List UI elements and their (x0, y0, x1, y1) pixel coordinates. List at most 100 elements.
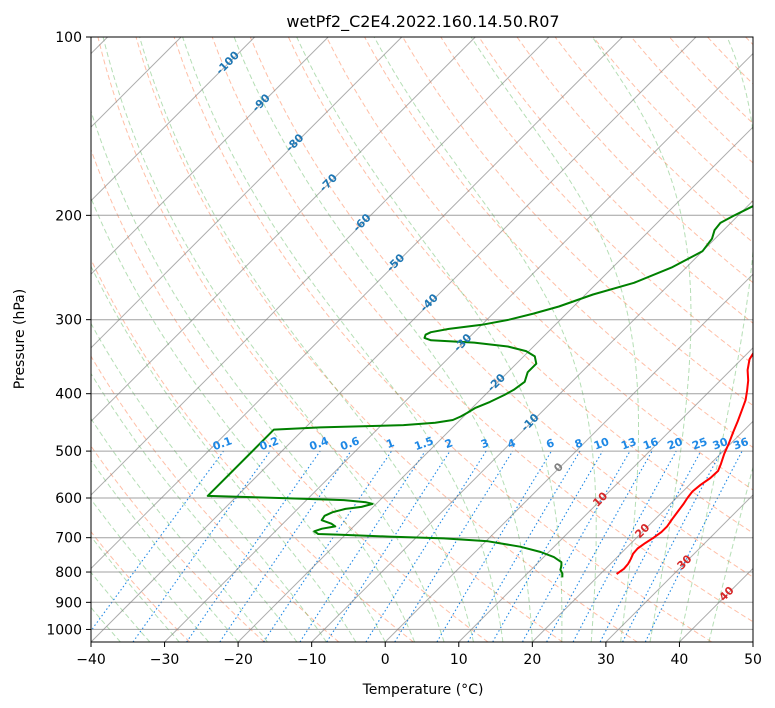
isotherm-line (91, 37, 256, 202)
mixing-ratio-line (436, 450, 552, 642)
y-tick-label: 300 (55, 313, 82, 329)
x-tick-label: 20 (523, 652, 541, 668)
mixing-ratio-label: 3 (479, 436, 491, 451)
plot-frame (90, 36, 754, 643)
y-tick-label: 500 (55, 444, 82, 460)
moist-adiabat-line (91, 322, 327, 642)
mixing-ratio-label: 8 (573, 436, 585, 451)
y-tick-label: 1000 (46, 622, 82, 638)
isotherm-line (91, 37, 623, 570)
isotherm-line (91, 37, 697, 642)
mixing-ratio-label: 4 (506, 436, 518, 451)
mixing-ratio-line (467, 450, 581, 642)
moist-adiabat-line (470, 37, 639, 642)
mixing-ratio-label: 30 (711, 435, 730, 453)
mixing-ratio-label: 1.5 (413, 434, 436, 453)
moist-adiabat-line (182, 37, 504, 642)
mixing-ratio-label: 16 (641, 435, 660, 453)
x-tick-label: 50 (744, 652, 762, 668)
moist-adiabat-line (708, 465, 753, 642)
mixing-ratio-line (326, 450, 451, 642)
moist-adiabat-line (91, 417, 268, 642)
chart-title: wetPf2_C2E4.2022.160.14.50.R07 (286, 12, 559, 32)
dry-adiabat-line (91, 355, 340, 642)
isotherm-line (91, 37, 476, 423)
mixing-ratio-line (492, 450, 604, 642)
plot-background-lines (91, 37, 753, 642)
dry-adiabat-line (91, 258, 414, 642)
moist-adiabat-line (102, 37, 445, 642)
mixing-ratio-line (394, 450, 514, 642)
mixing-ratio-label: 10 (592, 435, 611, 453)
x-tick-label: −30 (150, 652, 180, 668)
x-axis-label: Temperature (°C) (362, 682, 484, 698)
temperature-profile-line (616, 351, 753, 575)
isotherm-line (237, 126, 753, 642)
moist-adiabat-line (373, 37, 597, 642)
dry-adiabat-line (97, 37, 563, 642)
mixing-ratio-label: 20 (666, 435, 685, 453)
x-tick-label: −10 (297, 652, 327, 668)
isotherm-line (531, 420, 753, 642)
mixing-ratio-label: 36 (731, 435, 750, 453)
moist-adiabat-line (591, 37, 692, 642)
dry-adiabat-line (440, 37, 753, 365)
mixing-ratio-label: 1 (384, 436, 396, 451)
y-axis-label: Pressure (hPa) (12, 289, 28, 389)
isotherm-line (91, 37, 550, 496)
dry-adiabat-line (249, 37, 753, 578)
isotherm-line (605, 494, 753, 642)
x-tick-label: 0 (381, 652, 390, 668)
moist-adiabat-line (296, 37, 563, 642)
profile-lines (206, 205, 753, 578)
dry-adiabat-line (326, 37, 753, 491)
dry-adiabat-line (592, 37, 753, 204)
mixing-ratio-line (522, 450, 631, 642)
moist-adiabat-line (678, 37, 753, 642)
mixing-ratio-line (219, 450, 352, 642)
dewpoint-profile-line (206, 205, 753, 578)
dry-adiabat-line (402, 37, 753, 407)
mixing-ratio-label: 0.4 (308, 434, 331, 453)
mixing-ratio-label: 0.6 (338, 434, 361, 453)
dry-adiabat-line (211, 37, 753, 623)
mixing-ratio-label: 2 (443, 436, 455, 451)
mixing-ratio-label: 6 (544, 436, 556, 451)
y-tick-label: 800 (55, 565, 82, 581)
isotherm-line (311, 199, 753, 642)
moist-adiabat-line (139, 37, 474, 642)
y-tick-label: 700 (55, 531, 82, 547)
moist-adiabat-line (91, 372, 298, 642)
mixing-ratio-line (186, 450, 321, 642)
dry-adiabat-line (173, 37, 713, 642)
y-tick-label: 900 (55, 595, 82, 611)
x-tick-label: 40 (671, 652, 689, 668)
y-tick-label: 400 (55, 387, 82, 403)
dry-adiabat-line (91, 530, 191, 642)
dry-adiabat-line (516, 37, 753, 284)
moist-adiabat-line (91, 459, 239, 642)
dry-adiabat-line (287, 37, 753, 534)
dry-adiabat-line (91, 148, 489, 642)
mixing-ratio-line (572, 450, 677, 642)
mixing-ratio-label: 0.2 (258, 434, 281, 453)
axes: −40 −30 −20 −10 0 10 20 30 40 5010020030040050060… (46, 30, 762, 668)
mixing-ratio-label: 25 (690, 435, 709, 452)
x-tick-label: −40 (76, 652, 106, 668)
y-tick-label: 200 (55, 208, 82, 224)
isotherm-line (458, 347, 753, 642)
isotherm-line (91, 37, 403, 349)
isotherm-line (91, 37, 329, 275)
dry-adiabat-line (478, 37, 753, 324)
moist-adiabat-line (233, 37, 533, 642)
x-tick-label: 10 (450, 652, 468, 668)
mixing-ratio-line (132, 450, 271, 642)
mixing-ratio-label: 0.1 (211, 434, 234, 453)
y-tick-label: 100 (55, 30, 82, 46)
moist-adiabat-line (91, 196, 386, 642)
mixing-ratio-label: 13 (619, 435, 638, 452)
x-tick-label: 30 (597, 652, 615, 668)
moist-adiabat-line (91, 265, 357, 642)
